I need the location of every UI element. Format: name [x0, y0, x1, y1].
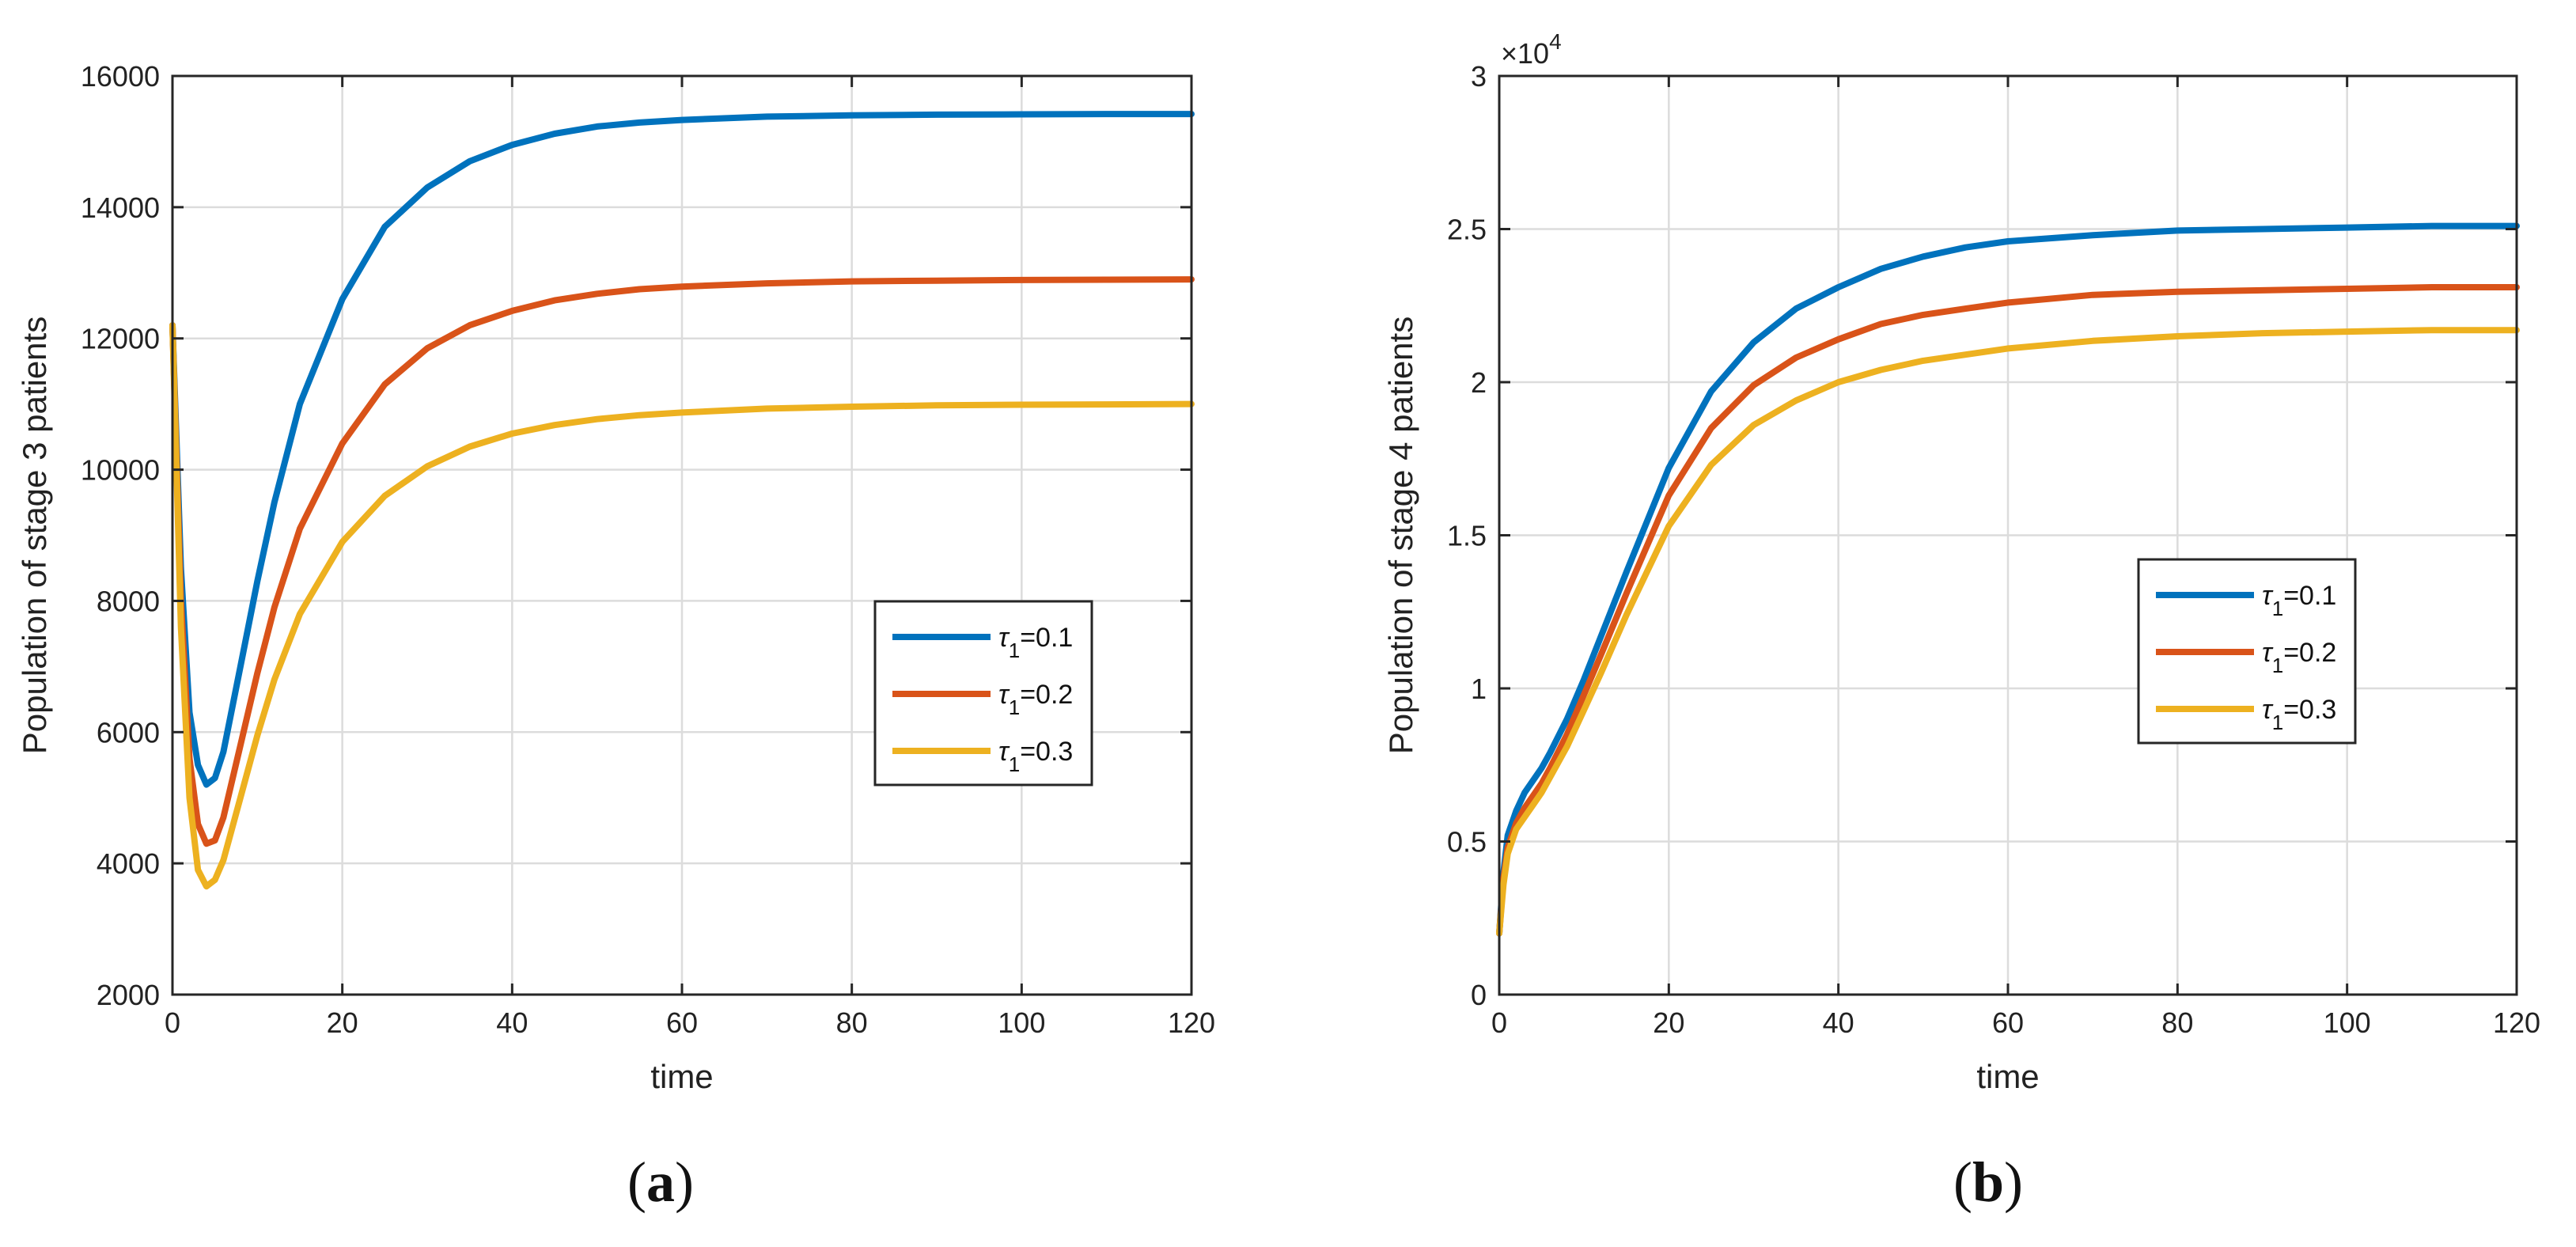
- y-tick-label: 2.5: [1447, 214, 1487, 246]
- legend-symbol: τ: [998, 737, 1010, 767]
- y-tick-label: 0.5: [1447, 826, 1487, 858]
- panel-a: 0 20 40 60 80 100 120 2000 4000 6000 8000 10000 1200…: [16, 60, 1215, 1214]
- y-tick-label: 6000: [97, 716, 160, 749]
- legend: τ1=0.1τ1=0.2τ1=0.3: [873, 600, 1093, 786]
- legend-label-3: τ1=0.3: [998, 737, 1073, 776]
- legend-label-3: τ1=0.3: [2262, 695, 2336, 734]
- legend-subscript: 1: [2272, 597, 2283, 620]
- y-tick-label: 1: [1471, 673, 1487, 705]
- y-tick-label: 4000: [97, 847, 160, 880]
- legend-value: =0.2: [1020, 680, 1073, 710]
- legend-symbol: τ: [998, 680, 1010, 710]
- y-tick-label: 14000: [81, 191, 160, 224]
- series-line-3: [1496, 327, 2520, 937]
- legend-value: =0.2: [2283, 638, 2336, 668]
- caption-close-paren: ): [2004, 1150, 2023, 1214]
- legend-value: =0.1: [2283, 581, 2336, 611]
- y-tick-label: 16000: [81, 60, 160, 93]
- caption-letter: b: [1972, 1150, 2004, 1214]
- panel-caption: (b): [1953, 1150, 2023, 1214]
- legend-value: =0.3: [1020, 737, 1073, 767]
- series-line-3: [169, 322, 1195, 890]
- legend-subscript: 1: [2272, 654, 2283, 677]
- y-tick-label: 12000: [81, 323, 160, 355]
- legend-label-2: τ1=0.2: [998, 680, 1073, 719]
- legend-label-1: τ1=0.1: [998, 623, 1073, 662]
- caption-close-paren: ): [675, 1150, 694, 1214]
- x-tick-label: 20: [1653, 1006, 1684, 1039]
- x-tick-label: 100: [998, 1006, 1045, 1039]
- x-tick-label: 80: [2161, 1006, 2193, 1039]
- y-tick-label: 3: [1471, 60, 1487, 93]
- y-tick-label: 10000: [81, 454, 160, 487]
- x-axis-label: time: [1976, 1058, 2039, 1095]
- x-tick-label: 0: [1491, 1006, 1507, 1039]
- legend-symbol: τ: [2262, 638, 2274, 668]
- y-tick-label: 8000: [97, 585, 160, 617]
- y-axis-label: Population of stage 4 patients: [1382, 316, 1419, 754]
- y-tick-label: 2000: [97, 979, 160, 1011]
- x-tick-label: 100: [2324, 1006, 2371, 1039]
- y-tick-label: 2: [1471, 366, 1487, 399]
- legend-subscript: 1: [1009, 696, 1020, 719]
- x-tick-label: 40: [1823, 1006, 1854, 1039]
- x-tick-label: 0: [165, 1006, 180, 1039]
- caption-letter: a: [646, 1150, 675, 1214]
- x-tick-label: 60: [666, 1006, 698, 1039]
- y-tick-label: 0: [1471, 979, 1487, 1011]
- series-line-2: [169, 276, 1195, 847]
- legend-value: =0.3: [2283, 695, 2336, 725]
- panel-caption: (a): [627, 1150, 694, 1214]
- y-axis-label: Population of stage 3 patients: [16, 316, 53, 754]
- legend-subscript: 1: [1009, 639, 1020, 662]
- legend-label-1: τ1=0.1: [2262, 581, 2336, 620]
- legend-label-2: τ1=0.2: [2262, 638, 2336, 677]
- legend: τ1=0.1τ1=0.2τ1=0.3: [2137, 558, 2357, 745]
- y-tick-label: 1.5: [1447, 520, 1487, 552]
- x-tick-label: 20: [327, 1006, 358, 1039]
- x-tick-label: 120: [1168, 1006, 1215, 1039]
- x-tick-label: 40: [496, 1006, 528, 1039]
- series-line-1: [1496, 222, 2520, 937]
- legend-value: =0.1: [1020, 623, 1073, 653]
- axis-multiplier: ×104: [1501, 29, 1562, 70]
- x-tick-label: 60: [1992, 1006, 2024, 1039]
- axis-multiplier-base: ×10: [1501, 37, 1549, 70]
- legend-symbol: τ: [998, 623, 1010, 653]
- legend-symbol: τ: [2262, 695, 2274, 725]
- series-line-2: [1496, 284, 2520, 937]
- legend-subscript: 1: [1009, 752, 1020, 776]
- series-line-1: [169, 111, 1195, 788]
- panel-b: 0 20 40 60 80 100 120 0 0.5 1 1.5 2 2.5 3 ×104 time Popu…: [1382, 29, 2540, 1214]
- caption-open-paren: (: [627, 1150, 646, 1214]
- x-axis-label: time: [650, 1058, 713, 1095]
- x-tick-label: 120: [2493, 1006, 2540, 1039]
- caption-open-paren: (: [1953, 1150, 1972, 1214]
- axis-multiplier-exponent: 4: [1549, 29, 1562, 54]
- x-tick-label: 80: [836, 1006, 868, 1039]
- legend-symbol: τ: [2262, 581, 2274, 611]
- legend-subscript: 1: [2272, 711, 2283, 734]
